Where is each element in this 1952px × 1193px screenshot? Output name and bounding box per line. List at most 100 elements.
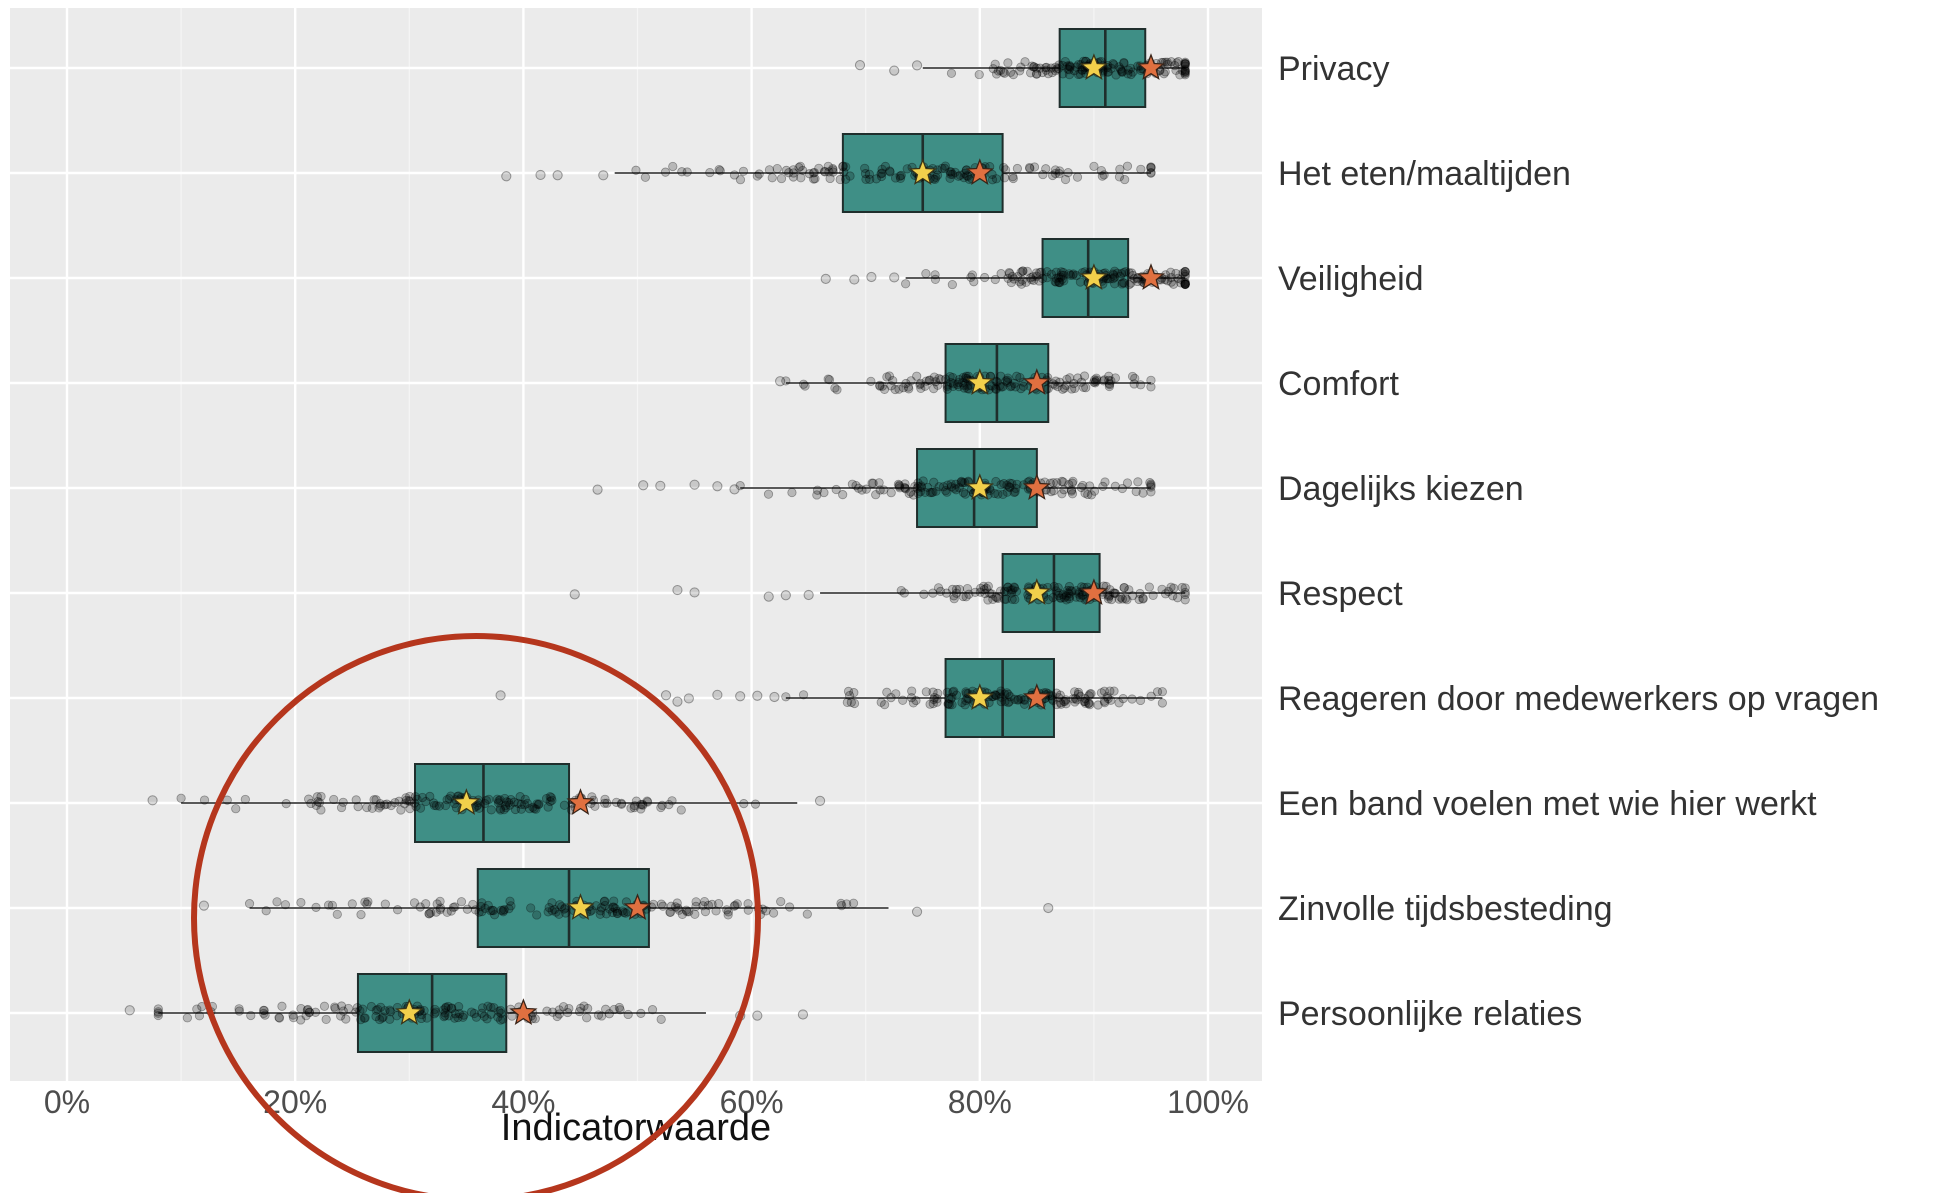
observation-point: [1059, 696, 1069, 706]
yellow-star-marker: [965, 683, 994, 710]
observation-point: [1051, 586, 1061, 596]
observation-point: [636, 804, 646, 814]
outlier-point: [655, 480, 666, 491]
observation-point: [623, 1009, 633, 1020]
observation-point: [929, 384, 939, 394]
observation-point: [1064, 479, 1074, 490]
observation-point: [660, 167, 671, 177]
observation-point: [1064, 594, 1074, 604]
outlier-point: [752, 1010, 763, 1021]
observation-point: [861, 174, 871, 184]
observation-point: [1019, 699, 1030, 709]
observation-point: [1067, 384, 1077, 394]
observation-point: [681, 905, 691, 915]
observation-point: [849, 698, 860, 709]
observation-point: [382, 799, 392, 809]
observation-point: [1077, 65, 1087, 75]
observation-point: [493, 1012, 503, 1022]
box-iqr: [414, 763, 571, 843]
orange-star-marker: [1136, 263, 1166, 290]
observation-point: [1009, 487, 1019, 497]
observation-point: [945, 167, 955, 177]
observation-point: [951, 485, 961, 495]
observation-point: [1109, 270, 1119, 280]
observation-point: [1062, 585, 1072, 596]
observation-point: [1104, 378, 1114, 389]
observation-point: [1003, 586, 1013, 596]
observation-point: [440, 1010, 450, 1021]
observation-point: [392, 1011, 402, 1021]
observation-point: [489, 1003, 499, 1013]
observation-point: [545, 796, 555, 807]
observation-point: [441, 1002, 451, 1012]
observation-point: [843, 686, 854, 696]
observation-point: [1103, 590, 1113, 600]
observation-point: [1075, 69, 1085, 79]
observation-point: [1091, 376, 1101, 387]
observation-point: [324, 900, 334, 910]
observation-point: [304, 794, 314, 804]
observation-point: [434, 801, 445, 811]
observation-point: [961, 592, 971, 602]
observation-point: [1170, 60, 1180, 71]
observation-point: [1046, 63, 1056, 73]
observation-point: [534, 799, 544, 809]
highlight-overlay: [191, 633, 761, 1193]
observation-point: [882, 687, 892, 697]
observation-point: [975, 587, 986, 597]
observation-point: [886, 693, 896, 703]
observation-point: [1053, 382, 1063, 392]
observation-point: [999, 594, 1010, 604]
observation-point: [1105, 380, 1115, 390]
observation-point: [637, 799, 648, 809]
observation-point: [450, 902, 460, 912]
observation-point: [991, 383, 1001, 394]
observation-point: [515, 792, 525, 802]
observation-point: [788, 165, 798, 175]
observation-point: [1073, 687, 1084, 697]
observation-point: [1171, 65, 1181, 75]
observation-point: [447, 1003, 457, 1013]
observation-point: [946, 482, 956, 492]
observation-point: [1048, 170, 1058, 181]
observation-point: [1051, 64, 1062, 74]
observation-point: [1062, 374, 1072, 384]
observation-point: [415, 803, 426, 813]
observation-point: [404, 796, 414, 806]
observation-point: [943, 699, 953, 709]
observation-point: [1144, 582, 1154, 592]
observation-point: [893, 479, 904, 490]
observation-point: [1001, 594, 1011, 604]
observation-point: [933, 380, 943, 390]
observation-point: [1012, 479, 1022, 489]
observation-point: [564, 1003, 574, 1014]
observation-point: [496, 1015, 506, 1025]
observation-point: [1048, 379, 1058, 389]
observation-point: [1003, 373, 1013, 383]
observation-point: [492, 794, 502, 804]
observation-point: [949, 483, 959, 493]
observation-point: [1048, 478, 1058, 488]
observation-point: [544, 903, 554, 913]
observation-point: [1018, 381, 1029, 391]
observation-point: [715, 166, 725, 176]
observation-point: [1058, 267, 1068, 278]
observation-point: [480, 798, 490, 809]
observation-point: [1003, 273, 1013, 283]
observation-point: [453, 1012, 463, 1023]
outlier-point: [672, 584, 683, 596]
observation-point: [1146, 479, 1156, 489]
observation-point: [405, 796, 415, 806]
outlier-point: [797, 1009, 809, 1020]
observation-point: [599, 897, 609, 907]
observation-point: [796, 173, 806, 183]
observation-point: [616, 799, 627, 809]
observation-point: [1138, 488, 1148, 498]
observation-point: [1000, 689, 1010, 699]
observation-point: [380, 1006, 390, 1016]
observation-point: [894, 384, 904, 394]
observation-point: [1008, 70, 1018, 80]
observation-point: [487, 905, 497, 915]
observation-point: [767, 173, 777, 183]
observation-point: [1060, 57, 1070, 67]
